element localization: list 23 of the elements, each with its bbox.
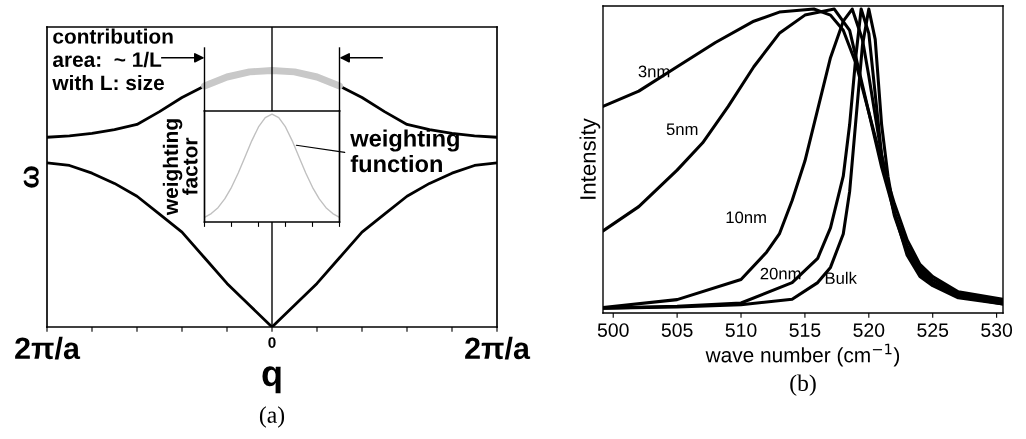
series-label: 5nm bbox=[666, 123, 698, 136]
series-label: 20nm bbox=[760, 267, 801, 280]
x-tick-label: 530 bbox=[981, 323, 1013, 337]
y-axis-title: ω bbox=[23, 166, 39, 188]
series-label: Bulk bbox=[825, 271, 857, 285]
y-axis-title: weighting factor bbox=[162, 119, 198, 216]
text: (b) bbox=[790, 374, 816, 396]
series-label: 10nm bbox=[726, 211, 766, 224]
annotation: weighting function bbox=[350, 129, 459, 173]
x-tick-label: 510 bbox=[725, 323, 757, 337]
x-tick-label: 2π/a bbox=[15, 336, 81, 360]
x-axis-title: wave number (cm$^{−1}$) bbox=[705, 343, 900, 367]
x-axis-title: q bbox=[262, 366, 281, 394]
x-tick-label: 525 bbox=[917, 323, 949, 337]
x-tick-label: 515 bbox=[789, 323, 821, 337]
x-tick-label: 0 bbox=[268, 337, 276, 348]
x-tick-label: 505 bbox=[661, 323, 693, 337]
x-tick-label: 500 bbox=[597, 323, 629, 337]
annotation: contribution area: ~ 1/L with L: size bbox=[52, 28, 173, 91]
x-tick-label: 2π/a bbox=[465, 336, 531, 360]
text: (a) bbox=[259, 406, 285, 428]
x-tick-label: 520 bbox=[853, 323, 885, 337]
y-axis-title: Intensity bbox=[579, 118, 601, 199]
